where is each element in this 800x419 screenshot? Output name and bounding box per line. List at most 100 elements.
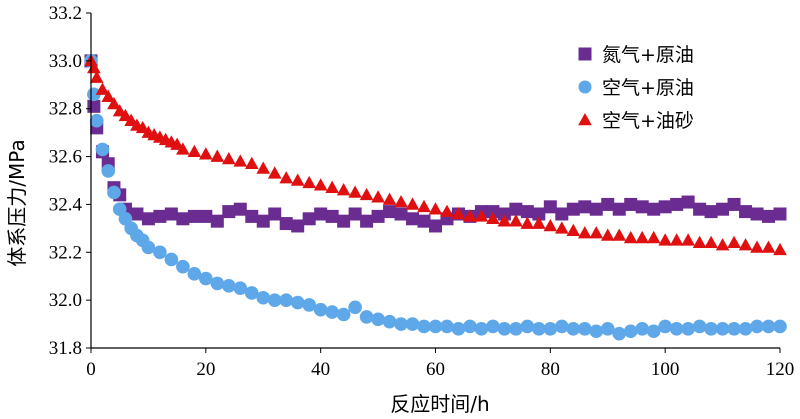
data-point-triangle	[199, 147, 213, 160]
data-point-triangle	[669, 233, 684, 246]
data-point-triangle	[704, 235, 718, 248]
data-point-circle	[199, 271, 213, 286]
x-tick-label: 120	[766, 359, 795, 380]
data-point-square	[555, 207, 569, 221]
data-point-circle	[463, 319, 477, 334]
data-point-circle	[256, 290, 271, 305]
data-point-triangle	[577, 226, 592, 239]
data-point-triangle	[210, 149, 225, 162]
data-point-square	[348, 207, 362, 221]
data-point-triangle	[279, 171, 294, 184]
legend-marker-square	[578, 47, 592, 61]
x-tick-label: 0	[86, 359, 96, 380]
data-point-circle	[589, 324, 604, 339]
data-point-circle	[451, 322, 466, 336]
data-point-triangle	[382, 192, 397, 205]
data-point-triangle	[727, 235, 741, 248]
series-circle	[84, 54, 787, 341]
data-point-triangle	[95, 82, 110, 95]
data-point-circle	[405, 317, 420, 331]
data-point-triangle	[221, 151, 236, 165]
data-point-circle	[336, 307, 351, 322]
data-point-circle	[187, 267, 202, 281]
data-point-square	[87, 99, 101, 113]
data-point-square	[210, 214, 224, 228]
data-point-triangle	[417, 199, 431, 213]
data-point-triangle	[635, 230, 650, 244]
data-point-circle	[440, 319, 454, 334]
data-point-circle	[646, 324, 661, 339]
data-point-square	[532, 207, 546, 221]
data-point-triangle	[773, 242, 787, 256]
x-tick-label: 80	[541, 359, 560, 380]
data-point-triangle	[187, 144, 202, 158]
data-point-square	[360, 214, 374, 228]
data-point-triangle	[750, 240, 764, 253]
axes	[86, 12, 781, 353]
y-tick-label: 32.8	[49, 99, 82, 120]
data-point-triangle	[233, 154, 248, 167]
data-point-triangle	[486, 211, 500, 225]
x-tick-label: 40	[311, 359, 330, 380]
data-point-square	[750, 207, 764, 221]
y-tick-label: 32.2	[49, 242, 82, 263]
data-point-triangle	[463, 209, 477, 222]
data-point-circle	[279, 293, 294, 307]
data-point-square	[647, 202, 661, 216]
data-point-circle	[210, 276, 225, 291]
data-point-triangle	[394, 195, 408, 208]
data-point-square	[279, 217, 293, 231]
data-point-square	[739, 205, 753, 219]
y-tick-label: 31.8	[49, 338, 82, 359]
data-point-square	[612, 202, 626, 216]
legend-label: 氮气+原油	[602, 44, 694, 66]
data-point-triangle	[440, 204, 454, 217]
data-point-square	[164, 207, 178, 221]
data-point-circle	[176, 259, 190, 274]
data-point-circle	[95, 142, 110, 157]
legend-marker-triangle	[578, 112, 592, 126]
data-point-circle	[612, 326, 627, 341]
data-point-circle	[497, 322, 512, 336]
data-point-triangle	[589, 226, 604, 239]
data-point-square	[429, 219, 442, 233]
y-tick-label: 32.0	[49, 290, 82, 311]
data-point-circle	[669, 322, 684, 336]
data-point-square	[773, 207, 787, 221]
data-point-square	[268, 207, 282, 221]
data-point-circle	[89, 113, 104, 128]
data-point-circle	[290, 295, 305, 310]
data-point-square	[371, 209, 385, 223]
data-point-triangle	[738, 238, 753, 251]
data-point-circle	[153, 245, 167, 260]
legend-label: 空气+油砂	[602, 110, 694, 132]
data-point-triangle	[681, 233, 695, 246]
data-point-triangle	[600, 228, 615, 241]
data-point-square	[658, 200, 672, 214]
legend-marker-circle	[578, 80, 592, 94]
x-axis-title: 反应时间/h	[390, 392, 489, 416]
series-triangle	[84, 53, 787, 256]
data-points-layer	[84, 53, 787, 341]
data-point-square	[141, 212, 155, 226]
data-point-triangle	[497, 214, 512, 227]
data-point-square	[417, 214, 431, 228]
data-point-circle	[244, 286, 259, 300]
data-point-square	[233, 202, 247, 216]
y-tick-label: 33.0	[49, 51, 82, 72]
data-point-circle	[750, 319, 764, 334]
data-point-triangle	[646, 230, 661, 244]
data-point-triangle	[256, 161, 271, 174]
data-point-circle	[164, 252, 179, 267]
data-point-triangle	[107, 96, 121, 110]
data-point-triangle	[520, 216, 535, 229]
legend-anchor	[566, 36, 575, 45]
data-point-square	[635, 200, 649, 214]
data-point-square	[716, 202, 730, 216]
data-point-circle	[520, 319, 535, 334]
y-tick-label: 33.2	[49, 3, 82, 24]
data-point-circle	[509, 322, 523, 336]
data-point-triangle	[612, 228, 627, 241]
data-point-circle	[543, 322, 558, 336]
